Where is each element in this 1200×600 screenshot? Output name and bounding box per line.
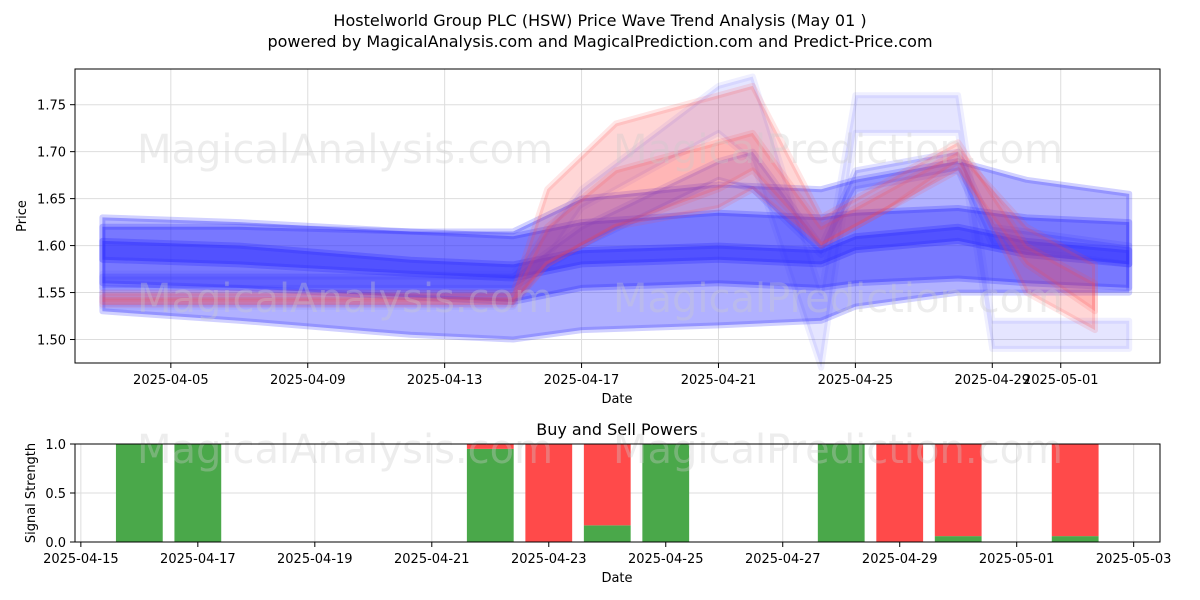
buy-power-bar [115, 444, 163, 542]
watermark-analysis-mid: MagicalAnalysis.com [137, 276, 553, 322]
signal-panel: Buy and Sell Powers MagicalAnalysis.com … [24, 420, 1171, 586]
signal-x-ticks: 2025-04-15 2025-04-17 2025-04-19 2025-04-21… [43, 542, 1171, 567]
signal-y-tick-label: 0.5 [45, 487, 66, 502]
buy-power-bar [642, 444, 690, 542]
watermark-prediction-top: MagicalPrediction.com [613, 127, 1063, 173]
sell-power-bar [934, 444, 982, 537]
sell-power-bar [876, 444, 924, 542]
signal-x-tick-label: 2025-04-29 [862, 552, 938, 567]
wave-band-red [99, 82, 1098, 334]
buy-power-bar [934, 536, 982, 542]
price-x-axis-label: Date [601, 392, 632, 407]
sell-power-bar [583, 444, 631, 526]
signal-x-tick-label: 2025-04-21 [394, 552, 470, 567]
buy-power-bar [817, 444, 865, 542]
price-grid [75, 69, 1160, 363]
signal-x-tick-label: 2025-04-19 [277, 552, 353, 567]
watermark-prediction-bottom: MagicalPrediction.com [613, 427, 1063, 473]
price-x-tick-label: 2025-04-21 [681, 373, 757, 388]
chart-title-line1: Hostelworld Group PLC (HSW) Price Wave T… [333, 11, 866, 30]
buy-power-bar [583, 525, 631, 542]
signal-x-tick-label: 2025-05-03 [1096, 552, 1172, 567]
signal-y-tick-label: 0.0 [45, 536, 66, 551]
signal-x-tick-label: 2025-04-23 [511, 552, 587, 567]
buy-power-bar [1051, 536, 1099, 542]
price-x-tick-label: 2025-04-17 [544, 373, 620, 388]
sell-power-bar [466, 444, 514, 449]
price-bands [99, 73, 1133, 371]
price-x-tick-label: 2025-04-13 [407, 373, 483, 388]
price-y-tick-label: 1.55 [37, 287, 66, 302]
signal-x-tick-label: 2025-05-01 [979, 552, 1055, 567]
wave-band-blue [99, 223, 1133, 282]
price-x-tick-label: 2025-04-05 [133, 373, 209, 388]
signal-x-axis-label: Date [601, 571, 632, 586]
watermark-analysis-bottom: MagicalAnalysis.com [137, 427, 553, 473]
price-y-tick-label: 1.75 [37, 99, 66, 114]
signal-watermarks: MagicalAnalysis.com MagicalPrediction.co… [137, 427, 1063, 473]
price-x-tick-label: 2025-04-09 [270, 373, 346, 388]
price-y-tick-label: 1.65 [37, 193, 66, 208]
signal-y-ticks: 0.0 0.5 1.0 [45, 438, 75, 551]
price-watermarks: MagicalAnalysis.com MagicalPrediction.co… [137, 127, 1063, 322]
watermark-analysis-top: MagicalAnalysis.com [137, 127, 553, 173]
price-x-tick-label: 2025-04-29 [955, 373, 1031, 388]
signal-panel-title: Buy and Sell Powers [536, 420, 698, 439]
signal-y-tick-label: 1.0 [45, 438, 66, 453]
wave-band-red [99, 129, 1098, 315]
price-x-tick-label: 2025-04-25 [818, 373, 894, 388]
sell-power-bar [525, 444, 573, 542]
signal-bars [115, 444, 1099, 542]
buy-power-bar [174, 444, 222, 542]
chart-title-line2: powered by MagicalAnalysis.com and Magic… [267, 32, 932, 51]
price-y-tick-label: 1.70 [37, 146, 66, 161]
price-y-tick-label: 1.60 [37, 240, 66, 255]
price-y-tick-label: 1.50 [37, 334, 66, 349]
price-panel: MagicalAnalysis.com MagicalPrediction.co… [15, 68, 1161, 407]
price-y-ticks: 1.50 1.55 1.60 1.65 1.70 1.75 [37, 99, 75, 349]
wave-band-blue [99, 73, 1133, 371]
signal-x-tick-label: 2025-04-15 [43, 552, 119, 567]
signal-x-tick-label: 2025-04-17 [160, 552, 236, 567]
price-y-axis-label: Price [15, 200, 30, 232]
wave-band-blue [99, 148, 1133, 291]
signal-x-tick-label: 2025-04-25 [628, 552, 704, 567]
sell-power-bar [1051, 444, 1099, 537]
signal-x-tick-label: 2025-04-27 [745, 552, 821, 567]
watermark-prediction-mid: MagicalPrediction.com [613, 276, 1063, 322]
price-x-ticks: 2025-04-05 2025-04-09 2025-04-13 2025-04-17… [133, 363, 1099, 388]
price-x-tick-label: 2025-05-01 [1023, 373, 1099, 388]
buy-power-bar [466, 448, 514, 542]
signal-y-axis-label: Signal Strength [24, 443, 39, 543]
price-panel-frame [74, 68, 1161, 364]
